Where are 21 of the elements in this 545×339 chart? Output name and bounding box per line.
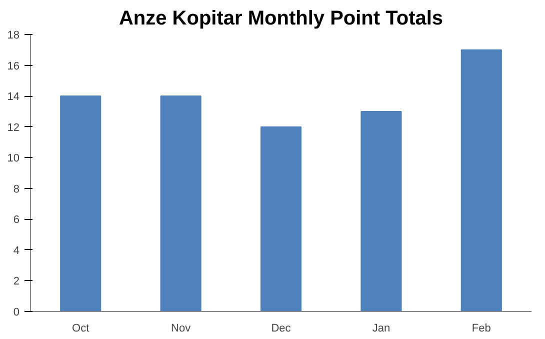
y-tick-label: 18 bbox=[7, 30, 20, 42]
chart-title: Anze Kopitar Monthly Point Totals bbox=[118, 8, 444, 30]
x-tick-label: Nov bbox=[171, 322, 192, 334]
y-tick-label: 6 bbox=[13, 214, 20, 226]
y-tick-label: 16 bbox=[7, 60, 20, 72]
y-tick-label: 2 bbox=[13, 276, 20, 288]
bar bbox=[360, 110, 402, 312]
y-tick-label: 8 bbox=[13, 183, 20, 196]
bar bbox=[260, 126, 302, 312]
y-tick-label: 12 bbox=[7, 122, 20, 134]
bar bbox=[460, 49, 502, 312]
x-tick-label: Dec bbox=[271, 322, 292, 334]
bar bbox=[160, 96, 202, 312]
y-tick-label: 0 bbox=[13, 306, 20, 318]
bar bbox=[60, 96, 102, 312]
y-tick-label: 10 bbox=[7, 152, 20, 165]
x-tick-label: Feb bbox=[472, 322, 491, 334]
x-tick-label: Jan bbox=[372, 322, 390, 334]
y-tick-label: 4 bbox=[13, 244, 20, 257]
x-tick-label: Oct bbox=[72, 322, 90, 334]
y-tick-label: 14 bbox=[7, 91, 20, 104]
